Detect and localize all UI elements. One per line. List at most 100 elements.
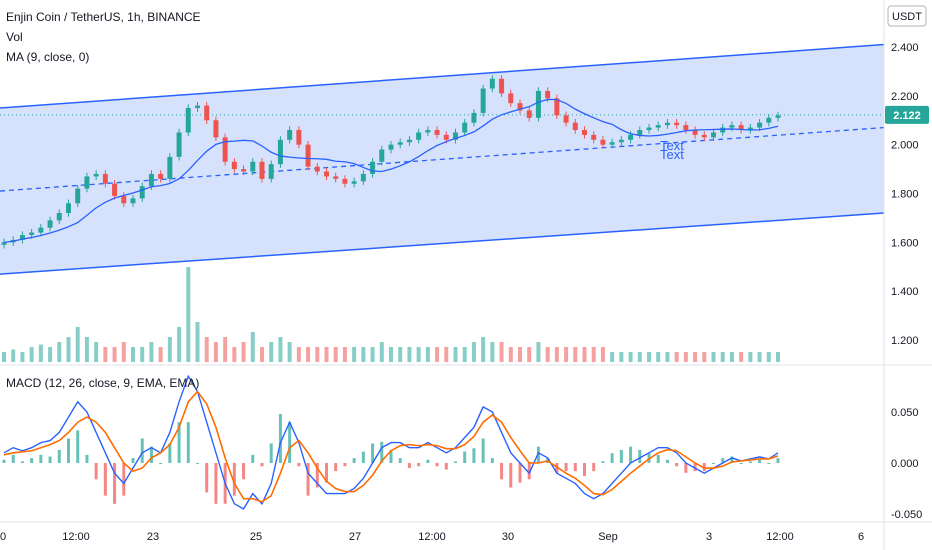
volume-bar — [241, 342, 246, 362]
macd-histogram-bar — [94, 463, 98, 480]
volume-bar — [296, 347, 301, 362]
macd-histogram-bar — [767, 463, 771, 464]
candle-body — [56, 213, 62, 221]
volume-bar — [389, 347, 393, 362]
macd-histogram-bar — [325, 463, 328, 483]
macd-histogram-bar — [57, 449, 61, 463]
candle-body — [683, 125, 689, 131]
macd-histogram-bar — [11, 454, 15, 463]
macd-histogram-bar — [509, 463, 513, 488]
macd-histogram-bar — [463, 451, 467, 463]
macd-pane[interactable] — [2, 374, 780, 510]
macd-histogram-bar — [619, 449, 623, 463]
volume-bar — [656, 352, 661, 362]
macd-histogram-bar — [122, 463, 126, 496]
candle-body — [508, 93, 514, 104]
candle-body — [148, 173, 154, 187]
volume-bar — [536, 342, 541, 362]
volume-bar — [324, 347, 329, 362]
candle-body — [757, 122, 763, 128]
macd-histogram-bar — [269, 443, 273, 463]
volume-bar — [352, 347, 357, 362]
macd-tick-label: -0.050 — [891, 509, 922, 521]
volume-bar — [416, 347, 421, 362]
volume-bar — [29, 347, 34, 362]
candle-body — [434, 130, 440, 135]
macd-histogram-bar — [656, 454, 660, 463]
candle-body — [370, 161, 376, 174]
volume-bar — [149, 342, 154, 362]
ma-line — [3, 98, 779, 243]
macd-histogram-bar — [712, 463, 715, 464]
candle-body — [47, 220, 53, 228]
volume-bar — [84, 337, 89, 362]
volume-bar — [315, 347, 320, 362]
candle-body — [277, 139, 283, 165]
candle-body — [591, 134, 597, 140]
vol-legend[interactable]: Vol — [6, 30, 23, 44]
annotation-text-1: Text — [660, 138, 684, 153]
text-annotations[interactable]: Text Text — [660, 138, 684, 162]
volume-bar — [462, 347, 467, 362]
volume-bar — [306, 347, 311, 362]
candle-body — [729, 125, 735, 128]
macd-histogram-bar — [426, 459, 430, 463]
macd-histogram-bar — [536, 446, 540, 463]
volume-bar — [518, 347, 522, 362]
candle-body — [167, 156, 173, 179]
candle-body — [664, 122, 670, 126]
macd-histogram-bar — [527, 463, 531, 480]
price-axis[interactable]: 2.400 2.200 2.000 1.800 1.600 1.400 1.200 — [891, 42, 919, 347]
macd-histogram-bar — [30, 458, 34, 463]
macd-histogram-bar — [573, 463, 577, 472]
macd-histogram-bar — [352, 458, 356, 463]
currency-badge[interactable]: USDT — [887, 5, 927, 27]
candle-body — [38, 227, 44, 233]
macd-axis[interactable]: 0.050 0.000 -0.050 — [891, 407, 922, 521]
volume-bar — [131, 347, 135, 362]
volume-bar — [499, 342, 504, 362]
time-tick-label: 12:00 — [62, 531, 90, 543]
volume-bar — [140, 347, 145, 362]
volume-bar — [591, 347, 596, 362]
macd-histogram-bar — [583, 463, 586, 477]
volume-bar — [647, 352, 651, 362]
candle-body — [628, 134, 634, 140]
macd-legend[interactable]: MACD (12, 26, close, 9, EMA, EMA) — [6, 376, 200, 390]
time-axis[interactable]: 0 12:00 23 25 27 12:00 30 Sep 3 12:00 6 — [0, 531, 864, 543]
volume-bar — [739, 352, 744, 362]
ma-legend[interactable]: MA (9, close, 0) — [6, 50, 90, 64]
candle-body — [379, 149, 385, 162]
volume-bar — [600, 347, 605, 362]
price-tick-label: 1.400 — [891, 286, 919, 298]
candle-body — [489, 78, 495, 89]
candles[interactable] — [1, 75, 781, 249]
volume-bar — [729, 352, 734, 362]
volume-bar — [223, 337, 228, 362]
macd-histogram-bar — [417, 463, 421, 467]
macd-histogram-bar — [721, 458, 725, 463]
price-tick-label: 1.200 — [891, 335, 919, 347]
symbol-title[interactable]: Enjin Coin / TetherUS, 1h, BINANCE — [6, 10, 201, 24]
macd-histogram-bar — [67, 438, 70, 463]
annotation-text-2: Text — [660, 147, 684, 162]
macd-histogram-bar — [251, 454, 255, 463]
volume-bar — [453, 347, 458, 362]
macd-histogram-bar — [730, 456, 734, 463]
macd-histogram-bar — [638, 449, 642, 463]
volume-bar — [370, 347, 375, 362]
price-tick-label: 2.400 — [891, 42, 919, 54]
macd-histogram-bar — [481, 438, 485, 463]
macd-histogram-bar — [398, 458, 402, 463]
volume-bar — [702, 352, 707, 362]
volume-bar — [628, 352, 633, 362]
last-price-label: 2.122 — [893, 110, 921, 122]
macd-histogram-bar — [380, 441, 384, 463]
macd-histogram-bar — [196, 463, 199, 464]
candle-body — [360, 173, 366, 182]
macd-histogram-bar — [564, 463, 568, 472]
volume-bar — [167, 337, 172, 362]
price-channel[interactable] — [0, 43, 884, 275]
candle-body — [93, 173, 99, 177]
